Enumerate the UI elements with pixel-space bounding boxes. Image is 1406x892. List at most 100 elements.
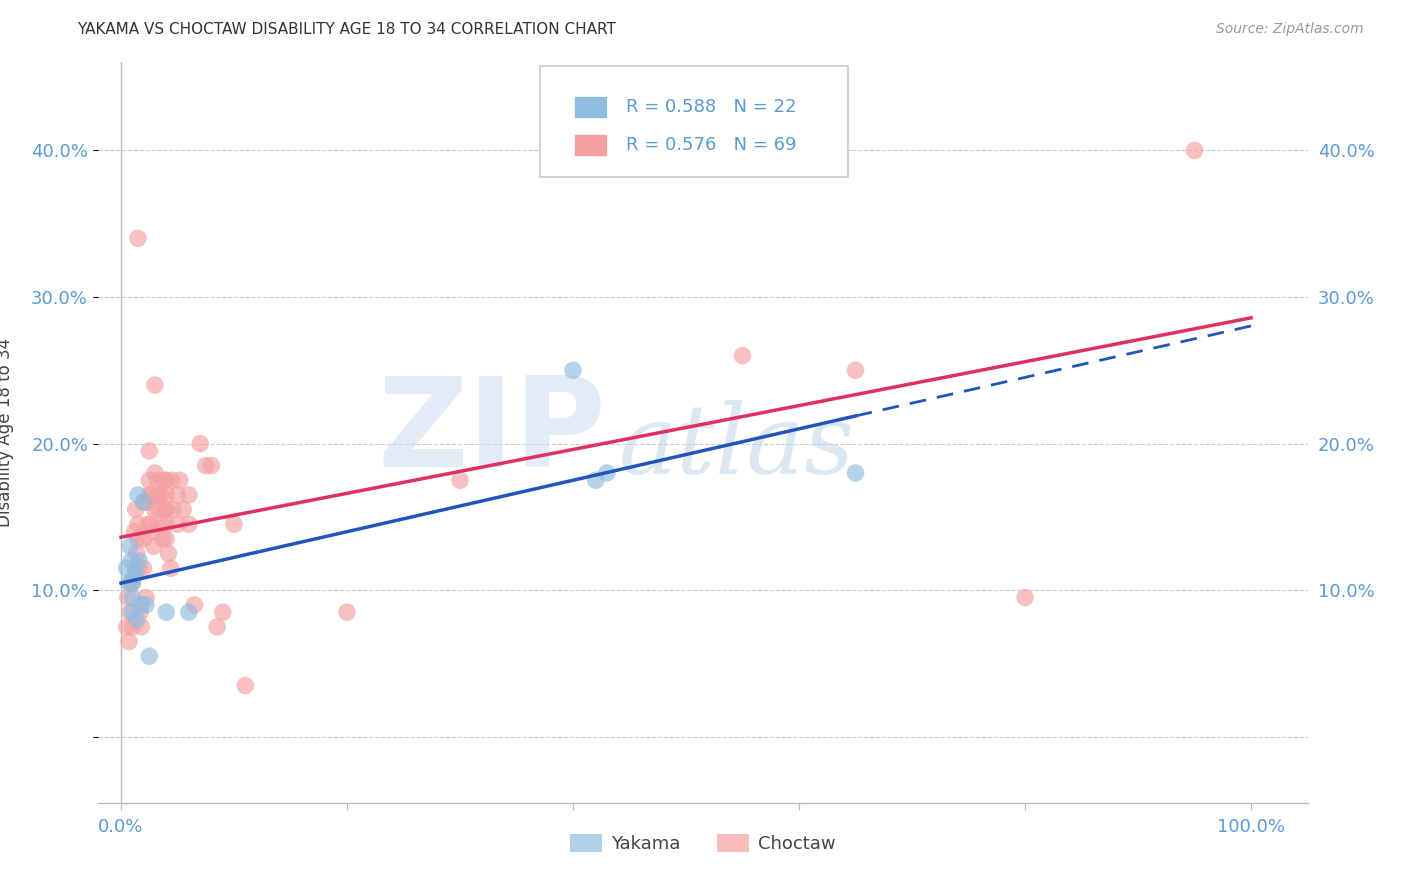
Point — [188, 436, 211, 450]
Point — [117, 591, 139, 605]
Point — [152, 532, 174, 546]
Point — [136, 495, 159, 509]
Point — [132, 495, 155, 509]
FancyBboxPatch shape — [540, 66, 848, 178]
Point — [128, 561, 150, 575]
Point — [127, 517, 149, 532]
Text: R = 0.576   N = 69: R = 0.576 N = 69 — [626, 136, 796, 154]
Point — [155, 502, 177, 516]
Point — [120, 575, 142, 590]
Point — [142, 539, 165, 553]
Point — [153, 473, 176, 487]
Point — [1184, 144, 1206, 158]
Point — [132, 561, 155, 575]
FancyBboxPatch shape — [574, 95, 607, 118]
Point — [183, 598, 205, 612]
Point — [172, 502, 194, 516]
Point — [115, 620, 138, 634]
Point — [157, 547, 180, 561]
Point — [155, 488, 177, 502]
Point — [585, 473, 607, 487]
Point — [166, 517, 188, 532]
Point — [233, 679, 256, 693]
Point — [118, 575, 141, 590]
Point — [138, 473, 160, 487]
Point — [148, 502, 170, 516]
Point — [177, 488, 200, 502]
Point — [135, 598, 157, 612]
Point — [194, 458, 217, 473]
Point — [138, 488, 160, 502]
Point — [155, 605, 177, 619]
Point — [125, 561, 148, 575]
Point — [143, 378, 166, 392]
Point — [845, 363, 868, 377]
Point — [143, 502, 166, 516]
Point — [132, 532, 155, 546]
Point — [177, 605, 200, 619]
Point — [211, 605, 233, 619]
Point — [125, 547, 148, 561]
Point — [336, 605, 359, 619]
Point — [131, 598, 153, 612]
Point — [127, 532, 149, 546]
Point — [141, 488, 163, 502]
Point — [222, 517, 245, 532]
Point — [120, 554, 142, 568]
Point — [155, 532, 177, 546]
Point — [128, 554, 150, 568]
Point — [169, 473, 191, 487]
Point — [166, 488, 188, 502]
Point — [124, 524, 146, 539]
Point — [132, 495, 155, 509]
Point — [138, 444, 160, 458]
Legend: Yakama, Choctaw: Yakama, Choctaw — [562, 827, 844, 861]
Point — [131, 620, 153, 634]
Point — [121, 575, 143, 590]
Point — [159, 561, 181, 575]
Point — [162, 502, 184, 516]
Point — [200, 458, 222, 473]
Point — [127, 488, 149, 502]
Point — [148, 488, 170, 502]
Point — [596, 466, 619, 480]
Point — [124, 568, 146, 582]
Point — [121, 575, 143, 590]
Point — [129, 605, 152, 619]
Point — [125, 502, 148, 516]
Point — [142, 524, 165, 539]
Point — [177, 517, 200, 532]
Point — [120, 605, 142, 619]
Point — [125, 613, 148, 627]
Point — [136, 517, 159, 532]
Point — [118, 634, 141, 648]
Point — [731, 349, 754, 363]
Point — [149, 488, 172, 502]
Point — [160, 473, 183, 487]
Point — [143, 466, 166, 480]
Text: Source: ZipAtlas.com: Source: ZipAtlas.com — [1216, 22, 1364, 37]
Point — [845, 466, 868, 480]
Point — [120, 539, 142, 553]
Point — [135, 591, 157, 605]
Point — [205, 620, 228, 634]
Point — [138, 649, 160, 664]
Point — [139, 517, 162, 532]
Point — [155, 517, 177, 532]
Y-axis label: Disability Age 18 to 34: Disability Age 18 to 34 — [0, 338, 14, 527]
Point — [449, 473, 471, 487]
Text: YAKAMA VS CHOCTAW DISABILITY AGE 18 TO 34 CORRELATION CHART: YAKAMA VS CHOCTAW DISABILITY AGE 18 TO 3… — [77, 22, 616, 37]
Point — [155, 473, 177, 487]
Point — [127, 231, 149, 245]
Point — [115, 561, 138, 575]
Text: R = 0.588   N = 22: R = 0.588 N = 22 — [626, 98, 796, 116]
Point — [562, 363, 585, 377]
Point — [121, 591, 143, 605]
Point — [121, 605, 143, 619]
Point — [153, 502, 176, 516]
Point — [121, 620, 143, 634]
Point — [146, 473, 169, 487]
Point — [1014, 591, 1036, 605]
FancyBboxPatch shape — [574, 134, 607, 156]
Point — [150, 517, 173, 532]
